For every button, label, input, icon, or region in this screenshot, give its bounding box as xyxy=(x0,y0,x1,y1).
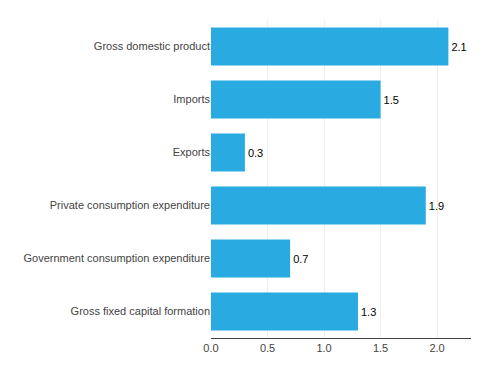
svg-text:1.5: 1.5 xyxy=(373,342,388,354)
svg-text:1.5: 1.5 xyxy=(384,94,399,106)
svg-text:0.5: 0.5 xyxy=(260,342,275,354)
svg-text:1.3: 1.3 xyxy=(361,306,376,318)
svg-text:2.1: 2.1 xyxy=(451,41,466,53)
svg-text:0.0: 0.0 xyxy=(203,342,218,354)
svg-text:2.0: 2.0 xyxy=(429,342,444,354)
svg-text:Gross fixed capital formation: Gross fixed capital formation xyxy=(71,305,210,317)
svg-text:0.7: 0.7 xyxy=(293,253,308,265)
svg-text:Government consumption expendi: Government consumption expenditure xyxy=(24,252,211,264)
svg-text:Gross domestic product: Gross domestic product xyxy=(94,40,210,52)
svg-text:0.3: 0.3 xyxy=(248,147,263,159)
svg-text:1.0: 1.0 xyxy=(316,342,331,354)
svg-text:1.9: 1.9 xyxy=(429,200,444,212)
svg-text:Private consumption expenditur: Private consumption expenditure xyxy=(50,199,210,211)
svg-text:Imports: Imports xyxy=(173,93,210,105)
svg-text:Exports: Exports xyxy=(173,146,211,158)
